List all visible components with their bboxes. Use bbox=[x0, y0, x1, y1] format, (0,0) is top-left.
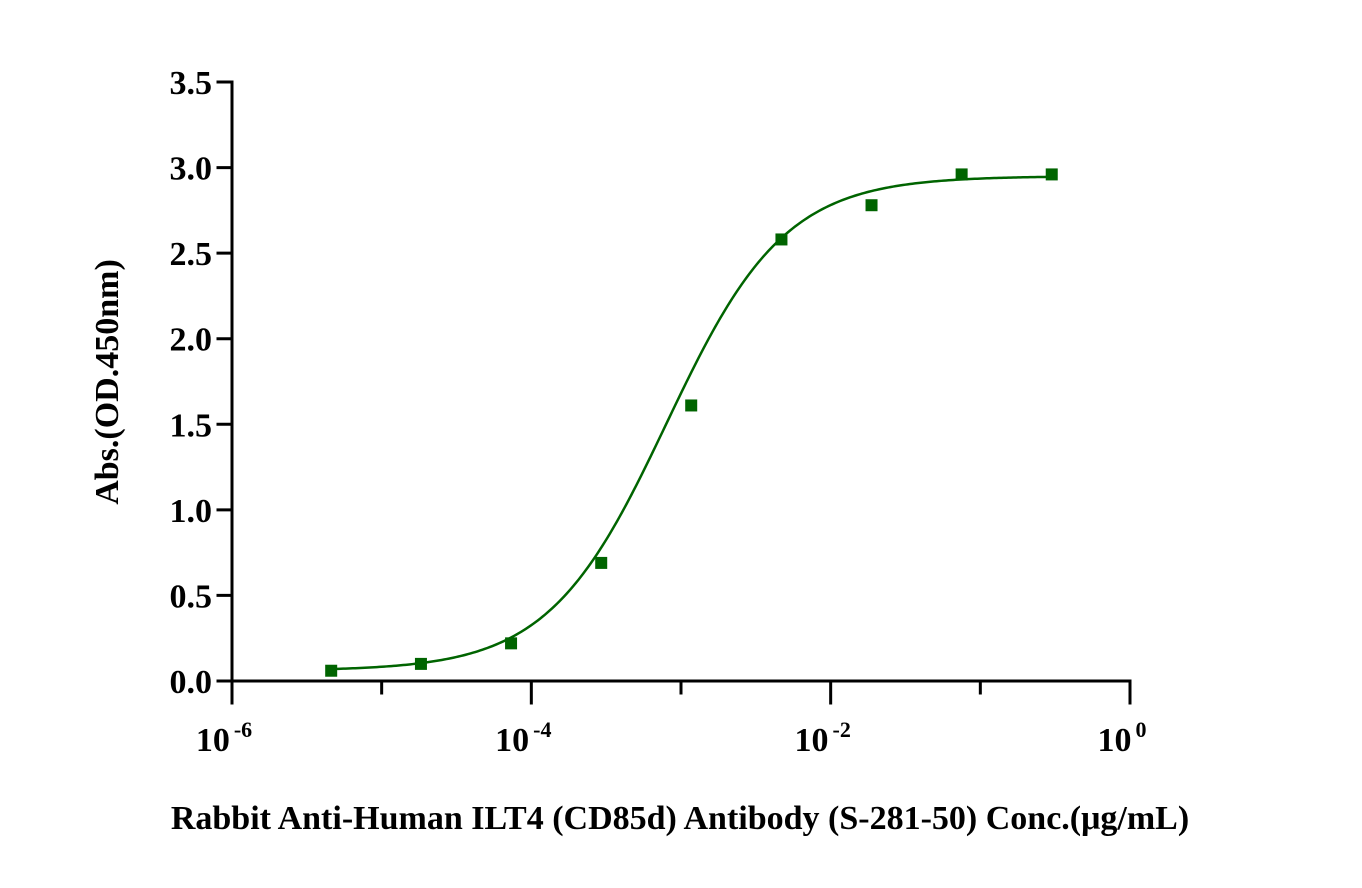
data-points-layer bbox=[325, 168, 1058, 677]
y-axis-title: Abs.(OD.450nm) bbox=[89, 259, 126, 505]
data-point bbox=[1045, 168, 1058, 181]
x-tick-label: 10 0 bbox=[1098, 717, 1147, 759]
x-axis-title: Rabbit Anti-Human ILT4 (CD85d) Antibody … bbox=[171, 800, 1189, 837]
y-tick-label: 2.0 bbox=[170, 322, 213, 359]
x-tick-label: 10 -2 bbox=[795, 717, 851, 759]
data-point bbox=[865, 199, 878, 212]
y-tick-label: 1.0 bbox=[170, 493, 213, 530]
y-tick-label: 0.0 bbox=[170, 664, 213, 701]
y-tick-label: 3.0 bbox=[170, 151, 213, 188]
data-point bbox=[955, 168, 968, 181]
data-point bbox=[775, 233, 788, 246]
x-tick-label: 10 -4 bbox=[495, 717, 551, 759]
data-point bbox=[595, 556, 608, 569]
data-point bbox=[505, 637, 518, 650]
fit-curve bbox=[331, 175, 1052, 671]
data-point bbox=[414, 657, 427, 670]
tick-labels-layer: 0.0 0.5 1.0 1.5 2.0 2.5 3.0 3.5 10 -6 10 -4 10 -2 10 0 bbox=[170, 65, 1147, 759]
axes bbox=[216, 80, 1132, 705]
y-tick-label: 3.5 bbox=[170, 65, 213, 102]
fit-curve-layer bbox=[331, 175, 1052, 671]
y-tick-label: 2.5 bbox=[170, 236, 213, 273]
data-point bbox=[685, 399, 698, 412]
y-tick-label: 0.5 bbox=[170, 578, 213, 615]
data-point bbox=[325, 664, 338, 677]
y-tick-label: 1.5 bbox=[170, 407, 213, 444]
x-tick-label: 10 -6 bbox=[196, 717, 252, 759]
